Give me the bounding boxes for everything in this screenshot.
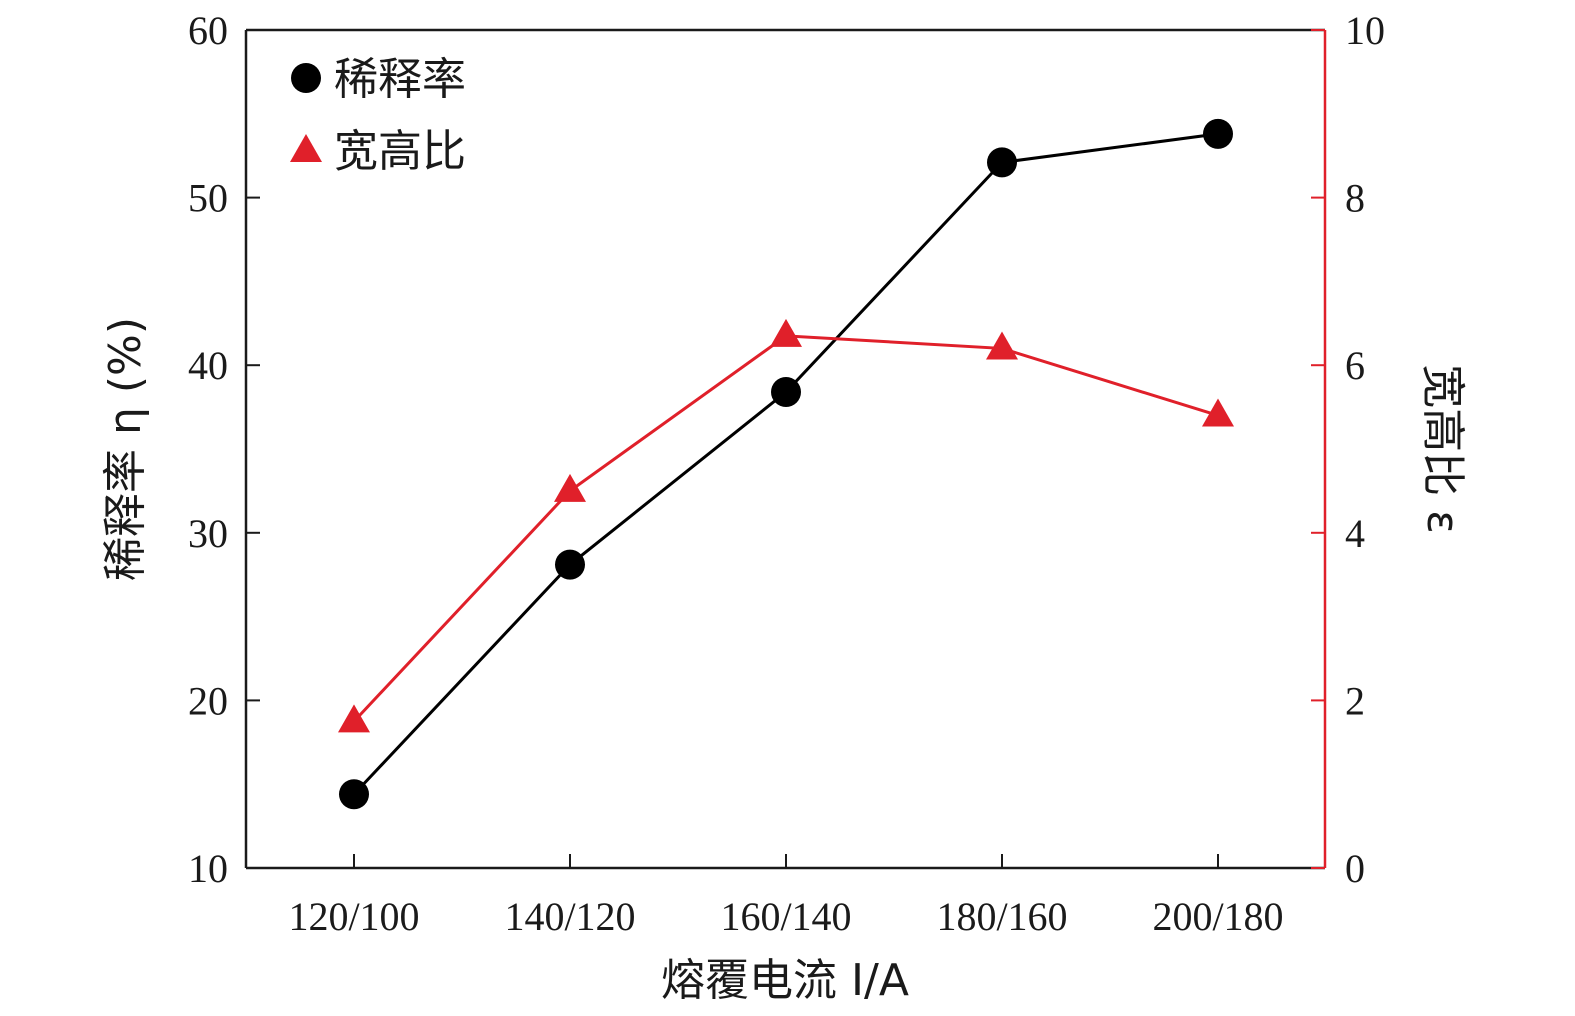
point-dilution-rate-0 [339, 779, 369, 810]
point-aspect-ratio-0 [338, 704, 370, 733]
right-y-axis-ticks: 0 2 4 6 8 10 [1311, 8, 1385, 891]
right-y-tick-label-4: 8 [1345, 176, 1365, 221]
x-axis-title: 熔覆电流 I/A [661, 955, 909, 1006]
legend: 稀释率 宽高比 [290, 54, 466, 177]
x-tick-label-0: 120/100 [288, 894, 419, 939]
right-y-axis-title: 宽高比 ε [1417, 364, 1468, 534]
legend-marker-aspect-ratio [290, 134, 322, 162]
right-y-tick-label-5: 10 [1345, 8, 1385, 53]
point-dilution-rate-2 [771, 377, 801, 408]
point-dilution-rate-4 [1203, 118, 1233, 149]
legend-label-dilution-rate: 稀释率 [334, 54, 466, 105]
left-y-axis-ticks: 10 20 30 40 50 60 [188, 8, 260, 891]
left-y-tick-label-0: 10 [188, 846, 228, 891]
point-aspect-ratio-1 [554, 473, 586, 502]
point-aspect-ratio-2 [770, 318, 802, 347]
left-y-tick-label-1: 20 [188, 678, 228, 723]
left-y-tick-label-3: 40 [188, 343, 228, 388]
series-line-dilution-rate [352, 132, 1219, 796]
x-tick-label-2: 160/140 [720, 894, 851, 939]
right-y-tick-label-2: 4 [1345, 511, 1365, 556]
left-y-tick-label-5: 60 [188, 8, 228, 53]
right-y-tick-label-0: 0 [1345, 846, 1365, 891]
left-y-tick-label-2: 30 [188, 511, 228, 556]
series-layer [338, 118, 1234, 810]
x-tick-label-4: 200/180 [1152, 894, 1283, 939]
legend-label-aspect-ratio: 宽高比 [334, 126, 466, 177]
point-dilution-rate-1 [555, 549, 585, 580]
legend-marker-dilution-rate [291, 63, 321, 93]
point-aspect-ratio-4 [1202, 398, 1234, 427]
left-y-axis-title: 稀释率 η (%) [100, 317, 151, 581]
right-y-tick-label-3: 6 [1345, 343, 1365, 388]
point-aspect-ratio-3 [986, 331, 1018, 360]
right-y-tick-label-1: 2 [1345, 678, 1365, 723]
point-dilution-rate-3 [987, 147, 1017, 178]
left-y-tick-label-4: 50 [188, 176, 228, 221]
x-tick-label-3: 180/160 [936, 894, 1067, 939]
x-tick-label-1: 140/120 [504, 894, 635, 939]
x-axis-ticks: 120/100 140/120 160/140 180/160 200/180 [288, 854, 1284, 939]
